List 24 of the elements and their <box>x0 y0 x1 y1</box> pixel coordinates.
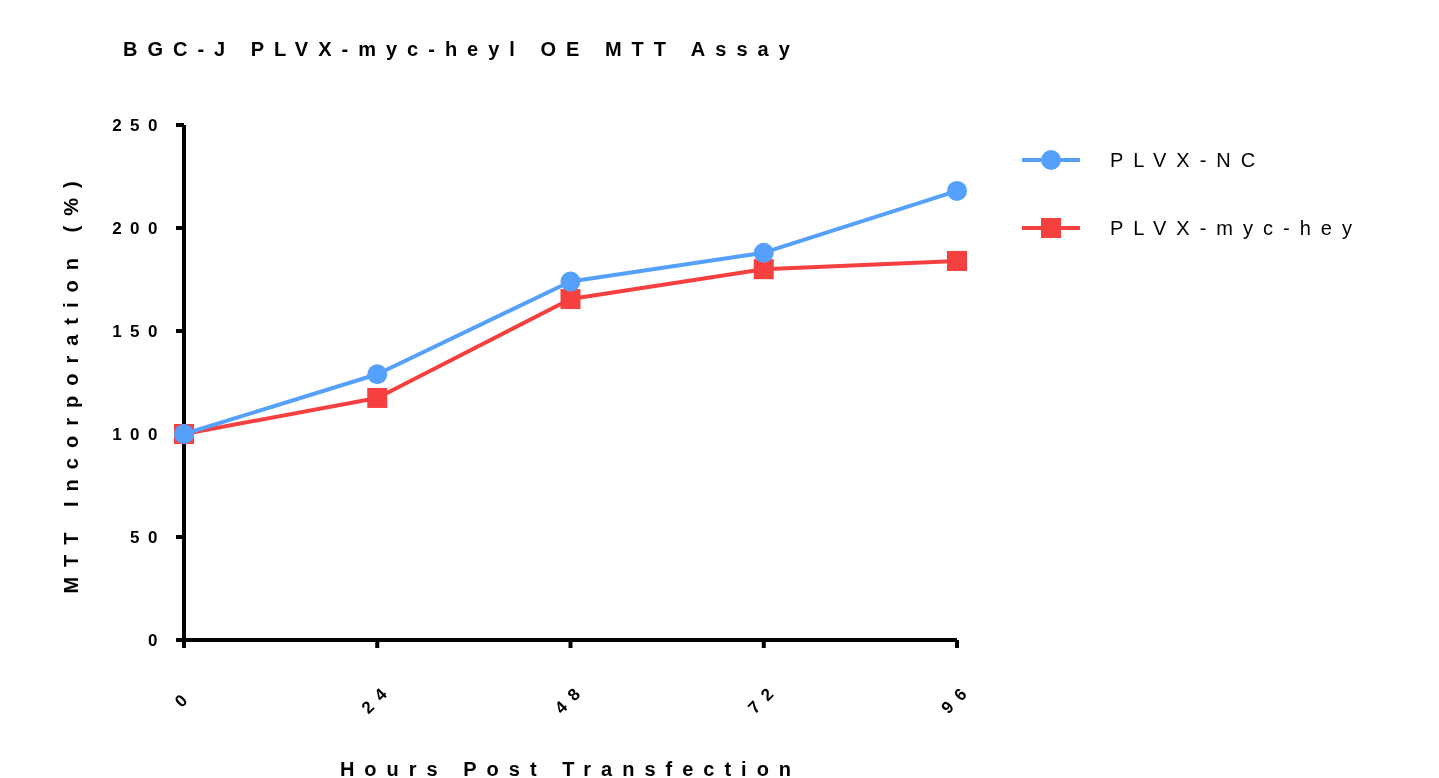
y-tick-label: 250 <box>112 115 166 135</box>
legend-label: PLVX-myc-hey <box>1110 217 1362 239</box>
y-tick-label: 150 <box>112 321 166 341</box>
point <box>560 289 581 310</box>
y-axis-title: MTT Incorporation (%) <box>60 171 82 594</box>
y-tick-label: 200 <box>112 218 166 238</box>
y-tick-label: 100 <box>112 424 166 444</box>
x-tick-label: 72 <box>744 678 784 718</box>
point <box>560 271 581 292</box>
point <box>753 259 774 280</box>
legend-label: PLVX-NC <box>1110 149 1266 171</box>
y-tick-label: 0 <box>148 630 166 650</box>
point <box>367 364 388 385</box>
y-tick-label: 50 <box>130 527 166 547</box>
chart-title: BGC-J PLVX-myc-heyl OE MTT Assay <box>123 38 800 60</box>
point <box>367 387 388 408</box>
point <box>753 242 774 263</box>
point <box>947 250 967 271</box>
x-tick-label: 48 <box>551 678 591 718</box>
x-tick-label: 0 <box>171 685 198 712</box>
x-tick-label: 24 <box>357 678 397 718</box>
x-tick-label: 96 <box>937 678 977 718</box>
x-axis-title: Hours Post Transfection <box>339 758 802 778</box>
point <box>947 180 967 201</box>
